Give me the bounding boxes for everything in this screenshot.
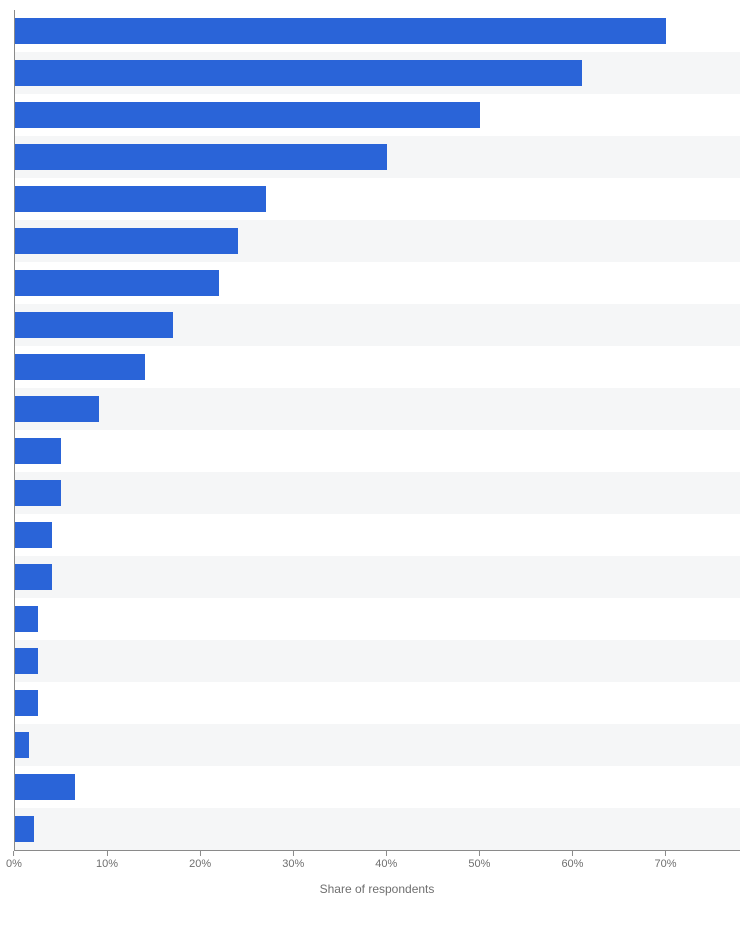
bar (15, 816, 34, 842)
x-tick: 40% (375, 851, 397, 870)
bar-row (15, 94, 740, 136)
x-tick: 60% (561, 851, 583, 870)
plot-area (14, 10, 740, 850)
bar (15, 438, 61, 464)
x-tick: 0% (6, 851, 22, 870)
bar (15, 312, 173, 338)
bar-rows (15, 10, 740, 850)
bar-row (15, 262, 740, 304)
bar-row (15, 724, 740, 766)
bar-row (15, 430, 740, 472)
bar (15, 60, 582, 86)
bar (15, 102, 480, 128)
x-tick: 50% (468, 851, 490, 870)
bar-row (15, 514, 740, 556)
bar-row (15, 220, 740, 262)
bar (15, 18, 666, 44)
bar (15, 564, 52, 590)
bar-row (15, 598, 740, 640)
bar (15, 270, 219, 296)
bar (15, 732, 29, 758)
bar-row (15, 640, 740, 682)
x-tick: 30% (282, 851, 304, 870)
bar (15, 480, 61, 506)
x-axis: 0%10%20%30%40%50%60%70% (14, 850, 740, 876)
bar (15, 228, 238, 254)
bar-row (15, 556, 740, 598)
bar (15, 186, 266, 212)
bar-row (15, 808, 740, 850)
bar (15, 144, 387, 170)
x-axis-label: Share of respondents (14, 882, 740, 896)
x-tick: 70% (655, 851, 677, 870)
bar-row (15, 304, 740, 346)
horizontal-bar-chart: 0%10%20%30%40%50%60%70% Share of respond… (14, 10, 740, 896)
bar (15, 690, 38, 716)
bar-row (15, 10, 740, 52)
bar (15, 648, 38, 674)
bar (15, 606, 38, 632)
bar (15, 396, 99, 422)
bar (15, 354, 145, 380)
bar-row (15, 472, 740, 514)
bar-row (15, 388, 740, 430)
bar-row (15, 178, 740, 220)
x-tick: 20% (189, 851, 211, 870)
bar (15, 774, 75, 800)
bar-row (15, 52, 740, 94)
bar-row (15, 682, 740, 724)
bar-row (15, 346, 740, 388)
bar-row (15, 766, 740, 808)
x-tick: 10% (96, 851, 118, 870)
bar-row (15, 136, 740, 178)
bar (15, 522, 52, 548)
